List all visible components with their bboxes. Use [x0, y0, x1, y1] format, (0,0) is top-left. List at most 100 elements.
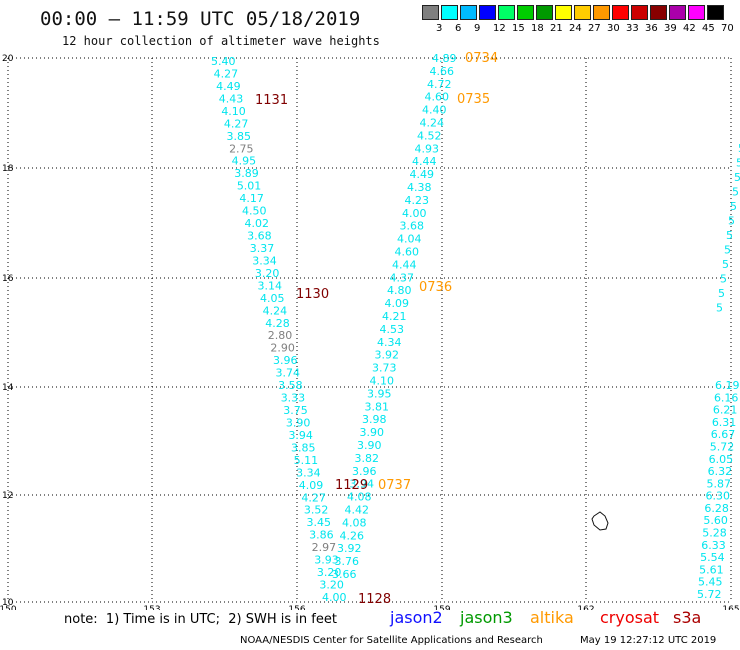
swh-value: 4.27 [301, 491, 326, 504]
swh-value: 3.92 [375, 349, 400, 362]
legend-label: 18 [531, 23, 544, 34]
mission-jason2: jason2 [390, 608, 443, 627]
legend-label: 24 [569, 23, 582, 34]
swh-value: 3.75 [283, 404, 308, 417]
swh-value: 3.90 [357, 439, 382, 452]
swh-value: 4.09 [385, 297, 410, 310]
swh-value: 6.28 [704, 502, 729, 515]
legend-label: 36 [645, 23, 658, 34]
mission-s3a: s3a [673, 608, 702, 627]
swh-value: 5.60 [703, 514, 728, 527]
swh-value: 3.20 [319, 579, 344, 592]
swh-value-clipped: 5 [738, 142, 740, 155]
swh-value: 3.45 [307, 516, 332, 529]
x-tick-label: 162 [577, 605, 594, 610]
swh-value-clipped: 5 [722, 258, 729, 271]
footer-note: note: 1) Time is in UTC; 2) SWH is in fe… [64, 612, 337, 627]
legend-label: 45 [702, 23, 715, 34]
legend-swatch [574, 5, 591, 20]
axis-tick-labels: 150 153 156 159 162 165 20 18 16 14 12 10 [0, 54, 740, 610]
legend-swatch [498, 5, 515, 20]
y-tick-label: 20 [2, 54, 14, 64]
y-tick-label: 10 [2, 598, 14, 608]
swh-value: 3.95 [367, 387, 392, 400]
swh-value: 4.38 [407, 181, 432, 194]
swh-value: 5.87 [707, 477, 732, 490]
swh-value: 4.66 [430, 65, 455, 78]
swh-value-clipped: 5 [718, 287, 725, 300]
swh-value: 4.42 [345, 504, 370, 517]
legend-label: 12 [493, 23, 506, 34]
legend-swatch [479, 5, 496, 20]
legend-swatch [688, 5, 705, 20]
swh-value: 4.23 [405, 194, 430, 207]
swh-value: 3.20 [317, 566, 342, 579]
legend-swatch [631, 5, 648, 20]
pass-time-label: 0736 [419, 280, 452, 295]
pass-time-label: 0737 [378, 478, 411, 493]
swh-value: 3.85 [291, 441, 316, 454]
swh-value: 6.16 [714, 391, 739, 404]
swh-value-clipped: 5 [726, 229, 733, 242]
legend-swatch [707, 5, 724, 20]
swh-value: 4.17 [239, 192, 264, 205]
swh-value: 3.34 [296, 466, 321, 479]
track-left: 5.404.274.494.434.104.273.852.754.953.89… [211, 55, 347, 604]
swh-value: 3.90 [286, 416, 311, 429]
legend-label: 15 [512, 23, 525, 34]
pass-time-label: 0735 [457, 92, 490, 107]
swh-value: 4.34 [377, 336, 402, 349]
swh-value: 3.82 [355, 452, 380, 465]
swh-value: 4.40 [422, 104, 447, 117]
swh-value: 4.49 [410, 168, 435, 181]
y-tick-label: 18 [2, 164, 14, 174]
swh-value: 4.09 [299, 479, 324, 492]
swh-value: 5.72 [697, 588, 722, 601]
swh-value: 4.10 [221, 105, 246, 118]
swh-value: 3.96 [273, 354, 298, 367]
swh-value: 3.34 [252, 254, 276, 267]
swh-value: 2.75 [229, 142, 254, 155]
legend-label: 21 [550, 23, 563, 34]
swh-value: 3.73 [372, 362, 397, 375]
legend-label: 6 [455, 23, 462, 34]
swh-value: 4.00 [322, 591, 347, 604]
mission-jason3: jason3 [460, 608, 513, 627]
legend-swatch [422, 5, 439, 20]
swh-value: 3.89 [234, 167, 258, 180]
swh-value: 4.27 [224, 117, 249, 130]
swh-value: 3.76 [335, 555, 360, 568]
track-right: 4.894.664.724.604.404.244.524.934.444.49… [332, 52, 457, 581]
swh-value: 3.66 [332, 568, 357, 581]
x-tick-label: 165 [722, 605, 739, 610]
swh-value: 6.31 [712, 416, 737, 429]
map-title: 00:00 – 11:59 UTC 05/18/2019 [40, 8, 361, 30]
swh-value: 3.20 [255, 267, 280, 280]
swh-value: 3.52 [304, 504, 329, 517]
swh-value-clipped: 5 [720, 273, 727, 286]
swh-value: 4.08 [342, 516, 367, 529]
legend-swatch [517, 5, 534, 20]
swh-value: 5.40 [211, 55, 236, 68]
pass-time-label: 1128 [358, 592, 391, 607]
legend-swatch [669, 5, 686, 20]
swh-value: 4.08 [347, 491, 372, 504]
swh-value: 6.21 [713, 404, 738, 417]
island-outline [591, 511, 609, 531]
legend-label: 3 [436, 23, 443, 34]
swh-value: 6.05 [709, 453, 734, 466]
legend-label: 9 [474, 23, 481, 34]
swh-value: 4.00 [402, 207, 427, 220]
swh-value: 4.89 [432, 52, 457, 65]
pass-time-label: 1131 [255, 93, 288, 108]
swh-value: 4.50 [242, 205, 267, 218]
swh-value: 3.96 [352, 465, 377, 478]
swh-value: 6.30 [705, 490, 730, 503]
swh-value-clipped: 5 [730, 200, 737, 213]
swh-value: 3.94 [288, 429, 313, 442]
legend-swatch [593, 5, 610, 20]
swh-value: 5.54 [700, 551, 725, 564]
swh-value: 2.97 [312, 541, 337, 554]
swh-value: 3.94 [350, 478, 375, 491]
swh-value: 3.81 [365, 400, 390, 413]
